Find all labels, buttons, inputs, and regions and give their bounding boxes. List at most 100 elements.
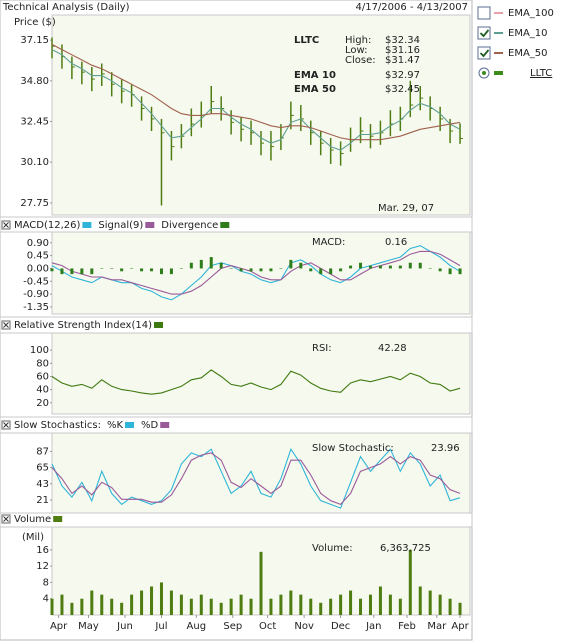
bar <box>279 268 283 269</box>
legend-label: %D <box>141 420 159 431</box>
bar <box>438 268 442 272</box>
bar <box>90 590 94 615</box>
bar <box>299 594 303 615</box>
bar <box>100 268 104 269</box>
close-icon[interactable] <box>3 222 9 228</box>
bar <box>229 598 233 615</box>
legend-swatch <box>494 71 503 75</box>
x-tick-label: May <box>78 621 99 632</box>
legend-label[interactable]: LLTC <box>530 68 552 79</box>
bar <box>179 594 183 615</box>
page-title: Technical Analysis (Daily) <box>2 2 130 13</box>
y-tick-label: 0.90 <box>27 238 49 249</box>
panel-title: Price ($) <box>14 17 56 28</box>
y-tick-label: 12 <box>36 561 49 572</box>
bar <box>150 586 154 615</box>
y-tick-label: 16 <box>36 545 49 556</box>
y-tick-label: 80 <box>36 358 49 369</box>
bar <box>219 602 223 615</box>
bar <box>368 594 372 615</box>
bar <box>229 268 233 269</box>
y-tick-label: 20 <box>36 398 49 409</box>
bar <box>438 594 442 615</box>
legend-label: %K <box>107 420 124 431</box>
bar <box>179 268 183 269</box>
annotation: MACD: <box>312 237 345 248</box>
annotation: EMA 10 <box>294 70 336 81</box>
annotation: LLTC <box>294 35 319 46</box>
bar <box>269 598 273 615</box>
x-tick-label: Jan <box>365 621 381 632</box>
bar <box>199 594 203 615</box>
bar <box>319 268 323 275</box>
bar <box>159 582 163 615</box>
annotation: $31.47 <box>385 55 420 66</box>
bar <box>120 268 124 272</box>
annotation: Mar. 29, 07 <box>378 203 434 214</box>
panel-header <box>0 512 473 528</box>
x-tick-label: Apr <box>451 621 469 632</box>
y-tick-label: 87 <box>36 446 49 457</box>
legend-swatch <box>220 222 230 228</box>
series-line <box>51 49 461 151</box>
legend-swatch <box>82 222 92 228</box>
bar <box>428 590 432 615</box>
bar <box>249 268 253 272</box>
annotation: $32.97 <box>385 70 420 81</box>
annotation: Close: <box>345 55 376 66</box>
bar <box>50 268 54 272</box>
legend-swatch <box>154 322 163 328</box>
annotation: $32.34 <box>385 35 420 46</box>
bar <box>349 590 353 615</box>
series-line <box>51 245 461 301</box>
annotation: 42.28 <box>378 343 407 354</box>
checkmark[interactable] <box>479 49 490 58</box>
bar <box>319 602 323 615</box>
legend-label[interactable]: EMA_100 <box>508 8 554 19</box>
bar <box>150 268 154 272</box>
checkbox[interactable] <box>477 26 491 40</box>
legend-swatch <box>145 222 155 228</box>
bar <box>368 265 372 269</box>
checkbox[interactable] <box>477 46 491 60</box>
radio-dot[interactable] <box>482 71 486 75</box>
bar <box>309 268 313 272</box>
legend-swatch <box>125 422 135 428</box>
close-icon[interactable] <box>3 322 9 328</box>
close-icon[interactable] <box>3 422 9 428</box>
bar <box>378 586 382 615</box>
plot-area <box>51 231 471 315</box>
checkmark[interactable] <box>479 29 490 38</box>
bar <box>110 268 114 269</box>
bar <box>130 594 134 615</box>
y-tick-label: 40 <box>36 385 49 396</box>
bar <box>70 268 74 275</box>
annotation: 23.96 <box>431 443 460 454</box>
bar <box>458 268 462 275</box>
bar <box>418 586 422 615</box>
bar <box>339 268 343 272</box>
y-tick-label: 0.45 <box>27 251 49 262</box>
y-tick-label: 34.80 <box>20 76 49 87</box>
y-tick-label: 30.10 <box>20 157 49 168</box>
bar <box>309 598 313 615</box>
legend-label[interactable]: EMA_10 <box>508 28 548 39</box>
x-tick-label: Nov <box>294 621 314 632</box>
bar <box>249 598 253 615</box>
x-tick-label: Mar <box>427 621 447 632</box>
bar <box>428 268 432 269</box>
bar <box>199 259 203 269</box>
y-tick-label: -1.35 <box>23 302 49 313</box>
bar <box>329 268 333 275</box>
legend-swatch <box>53 516 63 522</box>
checkbox[interactable] <box>477 6 491 20</box>
y-tick-label: 37.15 <box>20 35 49 46</box>
x-tick-label: Dec <box>331 621 350 632</box>
series-line <box>51 43 461 141</box>
bar <box>140 590 144 615</box>
y-tick-label: 100 <box>30 345 49 356</box>
close-icon[interactable] <box>3 516 9 522</box>
legend-label[interactable]: EMA_50 <box>508 48 548 59</box>
bar <box>209 257 213 269</box>
bar <box>90 268 94 275</box>
